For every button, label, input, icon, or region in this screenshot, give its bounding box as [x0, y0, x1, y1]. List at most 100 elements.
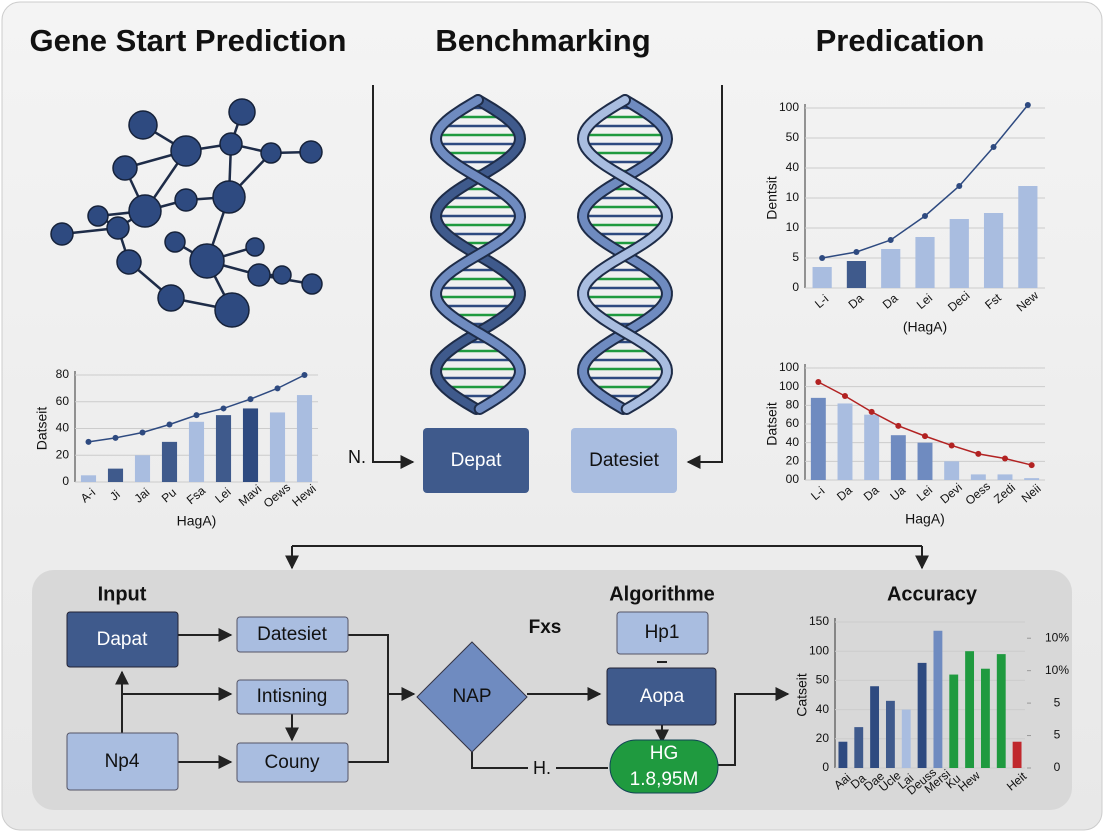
bar — [917, 662, 927, 768]
box — [606, 667, 717, 726]
bar — [983, 213, 1004, 288]
y-tick-label: 40 — [786, 435, 800, 449]
decision-label: NAP — [452, 686, 491, 707]
bar — [837, 403, 853, 480]
result-box — [609, 739, 719, 794]
y2-tick-label: 5 — [1054, 728, 1061, 742]
title: Gene Start Prediction — [30, 23, 347, 58]
node — [219, 132, 243, 156]
bar — [838, 741, 848, 768]
bar — [107, 468, 124, 482]
bar — [970, 474, 986, 480]
label: Fxs — [529, 617, 562, 638]
point — [139, 429, 146, 436]
y-axis-label: Catseit — [794, 673, 810, 717]
label: H. — [533, 758, 551, 778]
y-tick-label: 20 — [56, 447, 70, 461]
point — [975, 450, 982, 457]
bar — [242, 408, 259, 482]
bar — [215, 415, 232, 482]
box-label: Couny — [265, 752, 320, 773]
point — [193, 412, 200, 419]
bar — [269, 412, 286, 482]
y-tick-label: 40 — [816, 702, 830, 716]
y-tick-label: 50 — [786, 130, 800, 144]
point — [1028, 462, 1035, 469]
box-label: Dapat — [97, 629, 148, 650]
bar — [810, 397, 826, 480]
node — [228, 98, 256, 126]
bar — [812, 267, 832, 288]
box-label: Np4 — [105, 751, 140, 772]
node — [247, 263, 271, 287]
connectors — [285, 85, 929, 570]
box-label: HG — [650, 743, 679, 764]
y-tick-label: 100 — [809, 643, 829, 657]
box — [571, 428, 677, 493]
y-tick-label: 0 — [792, 280, 799, 294]
y-tick-label: 10 — [786, 190, 800, 204]
y-tick-label: 150 — [809, 614, 829, 628]
bar — [80, 475, 97, 482]
bar — [1024, 478, 1040, 480]
box — [236, 616, 349, 653]
bar — [944, 461, 960, 480]
point — [1024, 102, 1031, 108]
point — [990, 144, 997, 150]
node — [106, 216, 130, 240]
bar — [949, 219, 969, 288]
box — [66, 732, 179, 791]
box-label: Depat — [451, 450, 502, 471]
node — [164, 231, 186, 253]
node — [50, 222, 74, 246]
y2-tick-label: 0 — [1054, 760, 1061, 774]
label: N. — [348, 447, 366, 467]
y-tick-label: 100 — [779, 360, 799, 374]
point — [301, 372, 308, 378]
node — [128, 194, 162, 228]
y-tick-label: 60 — [786, 416, 800, 430]
node — [301, 273, 323, 295]
box-label: Aopa — [640, 686, 685, 707]
point — [1002, 455, 1008, 462]
flow-panel — [32, 570, 1072, 810]
bar — [1018, 186, 1038, 288]
bar — [996, 654, 1006, 768]
y2-tick-label: 5 — [1054, 695, 1061, 709]
y-tick-label: 40 — [56, 421, 70, 435]
bar — [1012, 741, 1022, 768]
bar — [901, 709, 911, 768]
y-axis-label: Datseit — [34, 407, 50, 451]
bar — [949, 674, 959, 768]
bar — [134, 455, 151, 482]
point — [220, 405, 227, 412]
node — [116, 249, 142, 275]
y-tick-label: 5 — [792, 250, 799, 264]
box-label: Datesiet — [589, 450, 659, 471]
point — [895, 422, 902, 429]
heading: Input — [98, 583, 147, 605]
strand — [431, 96, 525, 413]
title: Benchmarking — [435, 23, 650, 58]
x-axis-label: (HagA) — [903, 319, 947, 335]
heading: Algorithme — [609, 583, 715, 605]
y-tick-label: 0 — [822, 760, 829, 774]
node — [260, 142, 282, 164]
bar — [965, 651, 975, 768]
y-axis-label: Datseit — [764, 402, 780, 446]
box — [423, 428, 529, 493]
y-axis-label: Dentsit — [764, 176, 780, 220]
box — [66, 611, 179, 668]
title: Predication — [816, 23, 985, 58]
node — [112, 155, 138, 181]
y-tick-label: 50 — [816, 673, 830, 687]
point — [842, 393, 848, 399]
flow-arrows — [115, 628, 790, 769]
point — [112, 434, 119, 441]
point — [887, 237, 894, 243]
y-tick-label: 80 — [56, 367, 70, 381]
point — [853, 249, 860, 255]
bar — [864, 414, 880, 480]
